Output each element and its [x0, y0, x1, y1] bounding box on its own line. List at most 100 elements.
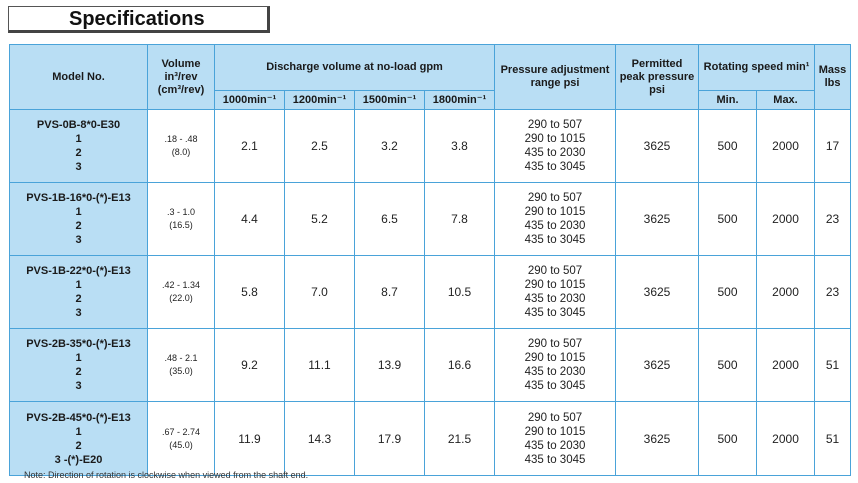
model-line: PVS-1B-16*0-(*)-E13	[26, 192, 131, 204]
pressure-line: 435 to 2030	[524, 220, 586, 232]
speed-max-cell: 2000	[756, 401, 816, 476]
model-line: 2	[75, 220, 82, 232]
discharge-cell: 8.7	[354, 255, 425, 329]
header-discharge: Discharge volume at no-load gpm	[213, 44, 496, 91]
header-speed-max: Max.	[756, 90, 816, 110]
mass-cell: 51	[814, 328, 852, 402]
discharge-cell: 5.8	[214, 255, 285, 329]
discharge-cell: 6.5	[354, 182, 425, 256]
pressure-line: 435 to 3045	[524, 307, 586, 319]
discharge-cell: 10.5	[423, 255, 496, 329]
mass-cell: 23	[814, 182, 852, 256]
table-row: PVS-1B-16*0-(*)-E13 1 2 3.3 - 1.0 (16.5) 4.4 5…	[9, 182, 852, 256]
discharge-cell: 2.5	[284, 109, 355, 183]
header-rpm-1000: 1000min⁻¹	[214, 90, 285, 110]
pressure-cell: 290 to 507 290 to 1015 435 to 2030 435 to 3…	[494, 255, 617, 329]
pressure-line: 290 to 507	[527, 265, 583, 277]
peak-pressure-cell: 3625	[615, 255, 700, 329]
speed-min-cell: 500	[698, 328, 758, 402]
discharge-cell: 7.0	[284, 255, 355, 329]
speed-max-cell: 2000	[756, 182, 816, 256]
peak-pressure-cell: 3625	[615, 328, 700, 402]
discharge-cell: 2.1	[214, 109, 285, 183]
model-line: 3	[75, 161, 82, 173]
pressure-line: 435 to 3045	[524, 380, 586, 392]
mass-cell: 51	[814, 401, 852, 476]
discharge-cell: 11.1	[284, 328, 355, 402]
discharge-cell: 3.8	[423, 109, 496, 183]
model-cell: PVS-1B-16*0-(*)-E13 1 2 3	[9, 182, 148, 256]
peak-pressure-cell: 3625	[615, 182, 700, 256]
volume-cell: .48 - 2.1 (35.0)	[147, 328, 215, 402]
header-model: Model No.	[9, 44, 148, 110]
volume-cell: .18 - .48 (8.0)	[147, 109, 215, 183]
volume-in: .42 - 1.34	[161, 280, 201, 290]
pressure-line: 290 to 1015	[524, 352, 586, 364]
model-line: PVS-1B-22*0-(*)-E13	[26, 265, 131, 277]
pressure-line: 435 to 2030	[524, 147, 586, 159]
model-cell: PVS-1B-22*0-(*)-E13 1 2 3	[9, 255, 148, 329]
model-line: 2	[75, 439, 82, 452]
discharge-cell: 9.2	[214, 328, 285, 402]
model-line: 1	[75, 133, 82, 145]
model-cell: PVS-0B-8*0-E30 1 2 3	[9, 109, 148, 183]
pressure-line: 435 to 3045	[524, 161, 586, 173]
model-line: 3	[75, 307, 82, 319]
discharge-cell: 7.8	[423, 182, 496, 256]
pressure-line: 435 to 3045	[524, 234, 586, 246]
pressure-line: 435 to 2030	[524, 293, 586, 305]
pressure-line: 290 to 1015	[524, 279, 586, 291]
volume-in: .48 - 2.1	[164, 353, 198, 363]
model-line: 2	[75, 366, 82, 378]
model-cell: PVS-2B-45*0-(*)-E13 1 2 3 -(*)-E20	[9, 401, 148, 476]
pressure-line: 290 to 507	[527, 119, 583, 131]
mass-cell: 17	[814, 109, 852, 183]
speed-max-cell: 2000	[756, 328, 816, 402]
speed-min-cell: 500	[698, 182, 758, 256]
table-row: PVS-1B-22*0-(*)-E13 1 2 3 .42 - 1.34 (22.0) 5.…	[9, 255, 852, 329]
volume-cell: .3 - 1.0 (16.5)	[147, 182, 215, 256]
volume-cell: .42 - 1.34 (22.0)	[147, 255, 215, 329]
header-mass: Mass lbs	[814, 44, 852, 110]
discharge-cell: 21.5	[423, 401, 496, 476]
pressure-cell: 290 to 507 290 to 1015 435 to 2030 435 to 3…	[494, 401, 617, 476]
header-pressure: Pressure adjustment range psi	[494, 44, 617, 110]
header-rotating-speed: Rotating speed min¹	[698, 44, 816, 91]
discharge-cell: 5.2	[284, 182, 355, 256]
discharge-cell: 16.6	[423, 328, 496, 402]
discharge-cell: 4.4	[214, 182, 285, 256]
header-rpm-1200: 1200min⁻¹	[284, 90, 355, 110]
section-title: Specifications	[69, 8, 205, 30]
model-line: PVS-0B-8*0-E30	[36, 119, 121, 131]
table-row: PVS-2B-35*0-(*)-E13 1 2 3 .48 - 2.1 (35.0) 9.2…	[9, 328, 852, 402]
peak-pressure-cell: 3625	[615, 401, 700, 476]
model-line: PVS-2B-45*0-(*)-E13	[26, 411, 131, 424]
table-row: PVS-2B-45*0-(*)-E13 1 2 3 -(*)-E20.67 - 2.7…	[9, 401, 852, 476]
model-line: 2	[75, 293, 82, 305]
discharge-cell: 17.9	[354, 401, 425, 476]
pressure-line: 435 to 3045	[524, 453, 586, 466]
model-line: 3	[75, 234, 82, 246]
model-line: 3 -(*)-E20	[54, 453, 103, 466]
speed-max-cell: 2000	[756, 255, 816, 329]
pressure-cell: 290 to 507 290 to 1015 435 to 2030 435 to 3…	[494, 182, 617, 256]
section-title-box: Specifications	[8, 6, 270, 33]
header-speed-min: Min.	[698, 90, 758, 110]
pressure-line: 290 to 507	[527, 411, 583, 424]
model-line: PVS-2B-35*0-(*)-E13	[26, 338, 131, 350]
pressure-cell: 290 to 507 290 to 1015 435 to 2030 435 to 3…	[494, 328, 617, 402]
model-line: 3	[75, 380, 82, 392]
model-line: 1	[75, 279, 82, 291]
speed-min-cell: 500	[698, 401, 758, 476]
header-rpm-1800: 1800min⁻¹	[423, 90, 496, 110]
model-line: 2	[75, 147, 82, 159]
volume-cm: (8.0)	[171, 147, 191, 157]
model-line: 1	[75, 425, 82, 438]
volume-in: .3 - 1.0	[166, 207, 195, 217]
volume-cm: (45.0)	[169, 439, 193, 450]
pressure-line: 290 to 1015	[524, 133, 586, 145]
discharge-cell: 11.9	[214, 401, 285, 476]
volume-cell: .67 - 2.74 (45.0)	[147, 401, 215, 476]
pressure-line: 290 to 1015	[524, 206, 586, 218]
speed-min-cell: 500	[698, 109, 758, 183]
